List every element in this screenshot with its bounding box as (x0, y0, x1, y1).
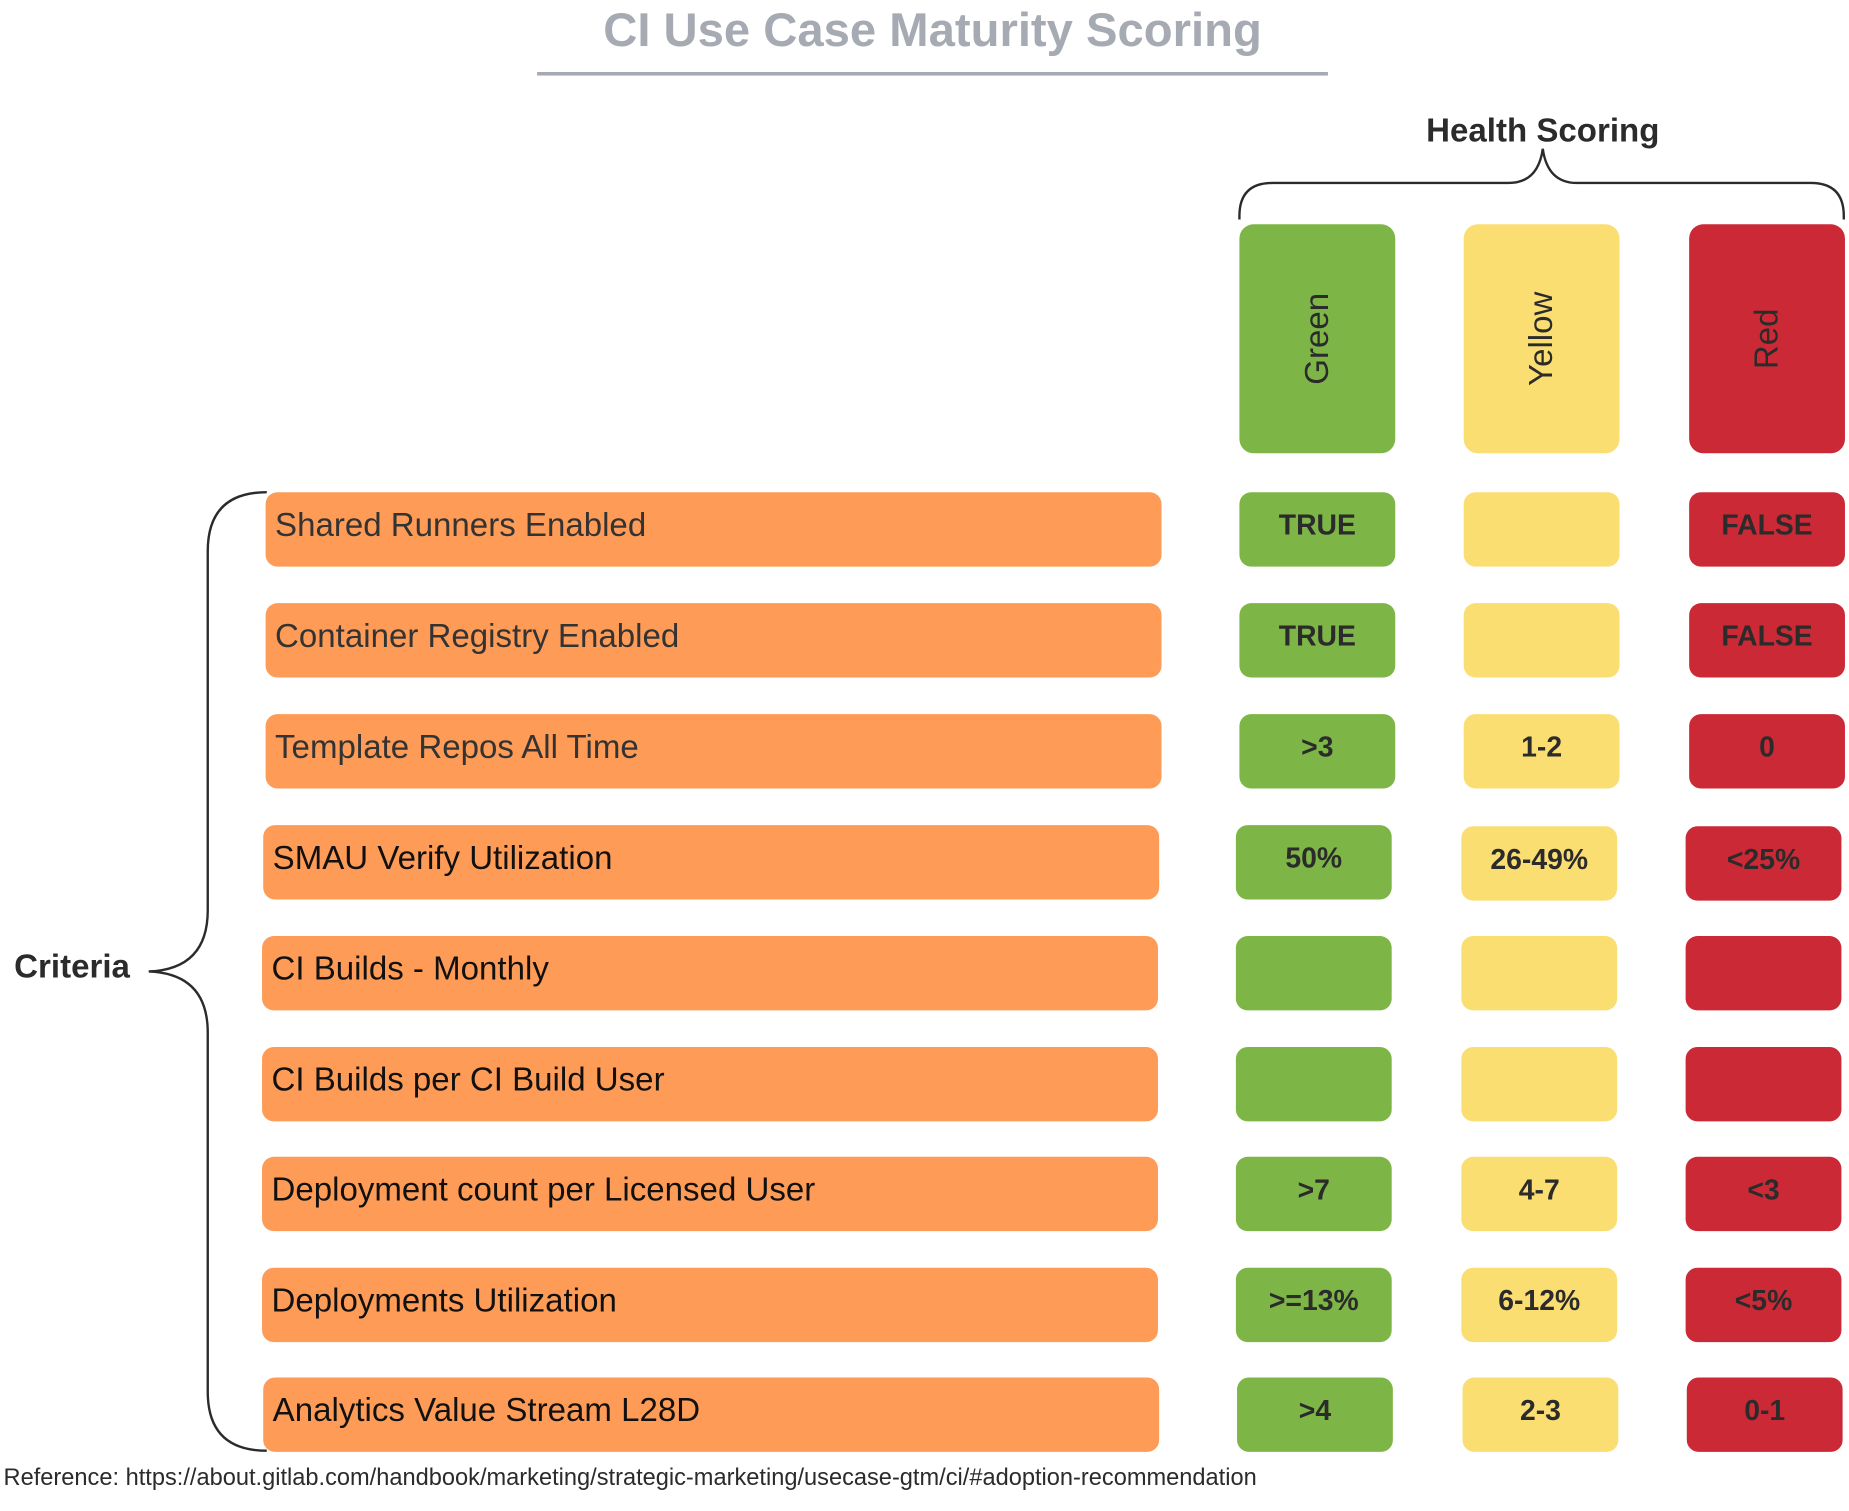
criterion-deployments-utilization: Deployments Utilization (262, 1267, 1158, 1343)
criteria-brace (148, 491, 267, 1452)
red-cell-template-repos: 0 (1689, 714, 1845, 789)
red-cell-analytics-value-stream: 0-1 (1686, 1377, 1843, 1452)
criterion-ci-builds-per-user: CI Builds per CI Build User (262, 1047, 1158, 1122)
green-cell-container-registry: TRUE (1239, 603, 1396, 678)
health-scoring-brace (1238, 148, 1845, 220)
red-cell-deployment-count: <3 (1685, 1156, 1842, 1232)
yellow-cell-shared-runners (1463, 492, 1620, 567)
yellow-cell-analytics-value-stream: 2-3 (1462, 1377, 1619, 1452)
green-cell-analytics-value-stream: >4 (1237, 1377, 1393, 1452)
criterion-container-registry: Container Registry Enabled (265, 603, 1162, 678)
green-cell-ci-builds-per-user (1235, 1047, 1392, 1122)
red-cell-container-registry: FALSE (1689, 603, 1845, 678)
column-header-red: Red (1689, 224, 1845, 454)
column-header-green: Green (1239, 224, 1396, 454)
diagram-title: CI Use Case Maturity Scoring (603, 4, 1262, 57)
yellow-cell-deployments-utilization: 6-12% (1461, 1267, 1618, 1343)
column-header-yellow-label: Yellow (1522, 291, 1560, 386)
criterion-deployment-count: Deployment count per Licensed User (262, 1156, 1158, 1232)
yellow-cell-ci-builds-monthly (1461, 936, 1618, 1011)
red-cell-shared-runners: FALSE (1689, 492, 1845, 567)
green-cell-deployment-count: >7 (1235, 1156, 1392, 1232)
green-cell-template-repos: >3 (1239, 714, 1396, 789)
yellow-cell-smau-verify: 26-49% (1461, 826, 1618, 901)
criterion-smau-verify: SMAU Verify Utilization (263, 825, 1160, 900)
green-cell-shared-runners: TRUE (1239, 492, 1396, 567)
yellow-cell-deployment-count: 4-7 (1461, 1156, 1618, 1232)
column-header-green-label: Green (1298, 292, 1336, 385)
health-scoring-label: Health Scoring (1426, 112, 1660, 149)
green-cell-ci-builds-monthly (1235, 936, 1392, 1011)
column-header-yellow: Yellow (1463, 224, 1620, 454)
criterion-template-repos: Template Repos All Time (265, 714, 1162, 789)
title-underline (537, 72, 1328, 76)
criteria-label: Criteria (14, 947, 130, 985)
reference-text: Reference: https://about.gitlab.com/hand… (3, 1464, 1257, 1491)
yellow-cell-template-repos: 1-2 (1463, 714, 1620, 789)
criterion-analytics-value-stream: Analytics Value Stream L28D (263, 1377, 1160, 1452)
red-cell-deployments-utilization: <5% (1685, 1267, 1842, 1343)
column-header-red-label: Red (1748, 308, 1785, 370)
criterion-shared-runners: Shared Runners Enabled (265, 492, 1162, 567)
red-cell-ci-builds-per-user (1685, 1047, 1842, 1122)
red-cell-smau-verify: <25% (1685, 826, 1842, 901)
yellow-cell-ci-builds-per-user (1461, 1047, 1618, 1122)
green-cell-deployments-utilization: >=13% (1235, 1267, 1392, 1343)
green-cell-smau-verify: 50% (1235, 825, 1392, 900)
criterion-ci-builds-monthly: CI Builds - Monthly (262, 936, 1158, 1011)
red-cell-ci-builds-monthly (1685, 936, 1842, 1011)
yellow-cell-container-registry (1463, 603, 1620, 678)
